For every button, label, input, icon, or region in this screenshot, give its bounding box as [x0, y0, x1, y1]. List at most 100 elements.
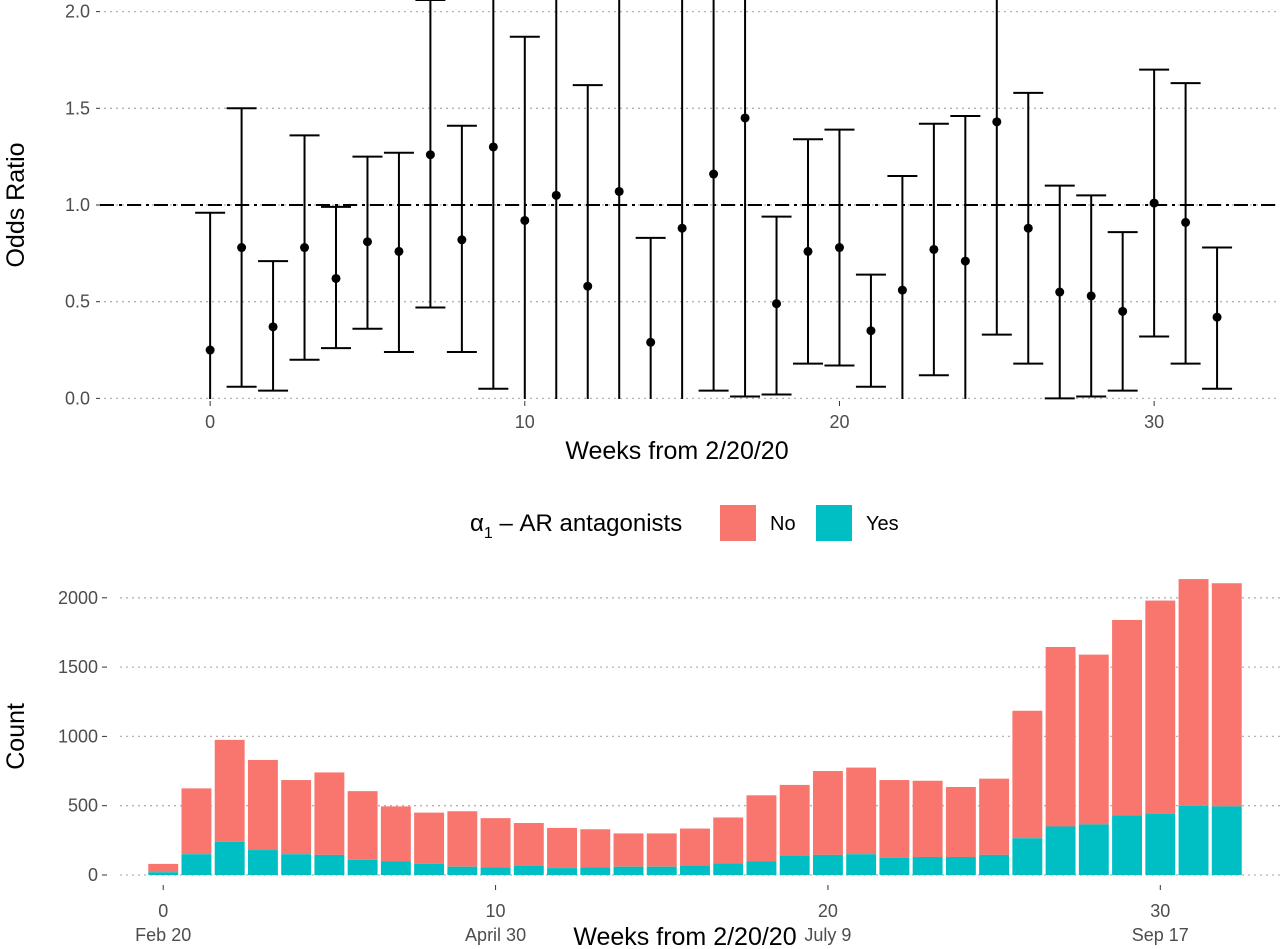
bar-segment-yes	[247, 850, 278, 875]
bar-segment-yes	[547, 868, 577, 875]
bar-segment-no	[846, 767, 877, 855]
bar-week-29	[1112, 619, 1143, 875]
x-tick-date-label: Feb 20	[135, 925, 191, 945]
point-estimate	[300, 243, 310, 253]
error-bar-week-30	[1139, 68, 1170, 338]
x-tick-label: 0	[158, 901, 168, 921]
bar-segment-no	[247, 759, 278, 851]
bar-week-1	[181, 788, 212, 875]
bar-segment-no	[979, 778, 1010, 855]
bar-segment-yes	[148, 872, 179, 875]
legend-label-no: No	[770, 513, 796, 535]
bar-segment-yes	[1178, 805, 1209, 875]
bar-segment-no	[148, 863, 179, 873]
error-bar-week-7	[415, 0, 446, 309]
bar-segment-yes	[580, 867, 611, 875]
bar-segment-no	[746, 795, 777, 862]
legend-label-yes: Yes	[866, 513, 899, 535]
point-estimate	[583, 281, 593, 291]
bar-segment-no	[513, 823, 544, 866]
bar-segment-yes	[1112, 815, 1143, 875]
error-bar-week-18	[761, 215, 792, 396]
bar-segment-yes	[380, 861, 411, 875]
x-tick-label: 20	[818, 901, 838, 921]
point-estimate	[772, 299, 782, 309]
point-estimate	[425, 150, 435, 160]
bar-segment-yes	[214, 841, 245, 875]
bar-segment-yes	[1145, 814, 1176, 875]
bar-week-25	[979, 778, 1010, 875]
bar-week-21	[846, 767, 877, 875]
bar-segment-no	[879, 780, 910, 858]
count-y-axis-title: Count	[2, 703, 30, 770]
bar-segment-yes	[945, 856, 976, 875]
bar-segment-yes	[846, 854, 877, 875]
error-bar-week-13	[614, 0, 624, 399]
bar-segment-no	[912, 780, 943, 857]
bar-segment-yes	[979, 854, 1010, 875]
bar-week-28	[1078, 654, 1109, 875]
point-estimate	[709, 169, 719, 179]
bar-week-20	[812, 771, 843, 875]
point-estimate	[488, 142, 498, 152]
bar-week-7	[380, 806, 411, 875]
odds-ratio-marks	[195, 0, 1233, 400]
bar-segment-no	[314, 772, 345, 855]
bar-week-3	[247, 759, 278, 875]
count-x-ticks: 0 Feb 20 10 April 30 20 July 9 30 Sep 17	[135, 885, 1189, 945]
bar-segment-no	[480, 818, 511, 868]
error-bar-week-11	[551, 0, 561, 399]
point-estimate	[331, 273, 341, 283]
point-estimate	[992, 117, 1002, 127]
bar-segment-no	[1145, 600, 1176, 815]
bar-week-6	[347, 791, 378, 875]
point-estimate	[1181, 217, 1191, 227]
bar-segment-yes	[181, 854, 212, 875]
bar-segment-yes	[812, 854, 843, 875]
bar-week-8	[414, 812, 445, 875]
bar-segment-no	[414, 812, 445, 864]
y-tick-label: 1500	[58, 657, 98, 677]
bar-segment-no	[812, 771, 843, 855]
bar-segment-yes	[281, 854, 312, 875]
bar-segment-yes	[314, 854, 345, 875]
bar-week-18	[746, 795, 777, 875]
error-bar-week-3	[289, 134, 320, 361]
legend-title-rest: – AR antagonists	[493, 510, 682, 537]
point-estimate	[646, 337, 656, 347]
point-estimate	[394, 246, 404, 256]
legend-title: α1 – AR antagonists	[470, 510, 682, 542]
y-tick-label: 0	[88, 865, 98, 885]
y-tick-label: 0.0	[65, 388, 90, 408]
bar-segment-no	[181, 788, 212, 855]
x-tick-label: 30	[1144, 412, 1164, 432]
bar-week-13	[580, 829, 611, 875]
legend: α1 – AR antagonists No Yes	[470, 505, 899, 542]
error-bar-week-9	[478, 0, 509, 390]
error-bar-week-19	[793, 138, 823, 365]
error-bar-week-25	[981, 0, 1012, 336]
bar-segment-no	[1211, 583, 1242, 807]
point-estimate	[1023, 223, 1033, 233]
point-estimate	[614, 186, 624, 196]
bar-segment-no	[281, 780, 312, 855]
point-estimate	[677, 223, 687, 233]
bar-segment-no	[646, 833, 677, 867]
x-tick-label: 10	[486, 901, 506, 921]
bar-week-11	[513, 823, 544, 875]
bar-segment-yes	[912, 856, 943, 875]
point-estimate	[897, 285, 907, 295]
y-tick-label: 500	[68, 796, 98, 816]
bar-week-9	[447, 811, 478, 875]
bar-segment-no	[1112, 619, 1143, 816]
bar-week-30	[1145, 600, 1176, 875]
bar-segment-yes	[613, 866, 644, 875]
bar-segment-no	[680, 828, 710, 866]
bar-segment-no	[580, 829, 611, 868]
point-estimate	[268, 322, 278, 332]
bar-week-32	[1211, 583, 1242, 875]
bar-week-15	[646, 833, 677, 875]
error-bar-week-31	[1170, 82, 1201, 365]
bar-week-23	[912, 780, 943, 875]
